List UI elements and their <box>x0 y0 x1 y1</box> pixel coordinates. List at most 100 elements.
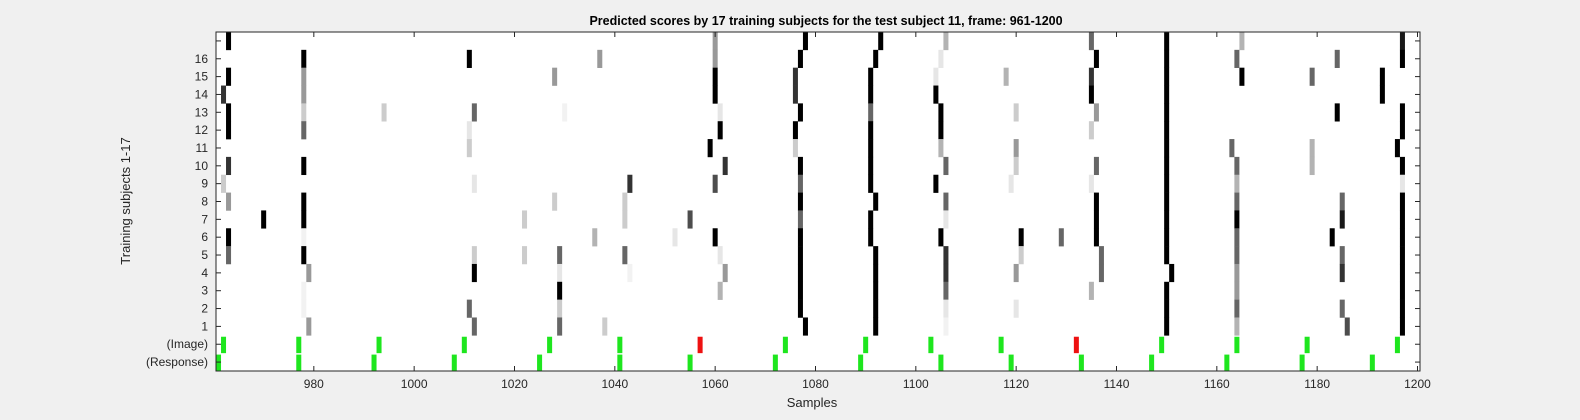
y-tick-label: 14 <box>195 87 209 101</box>
score-cell <box>707 139 713 158</box>
image-marker-correct <box>1234 336 1240 354</box>
score-cell <box>1164 299 1170 318</box>
x-tick-label: 1080 <box>802 377 829 391</box>
score-cell <box>1399 156 1405 176</box>
y-tick-label: (Image) <box>167 337 208 351</box>
x-tick-label: 1040 <box>601 377 628 391</box>
score-cell <box>301 281 307 300</box>
score-cell <box>1088 85 1094 104</box>
score-cell <box>1013 139 1019 158</box>
score-cell <box>933 85 939 104</box>
score-cell <box>1164 192 1170 211</box>
score-cell <box>301 85 307 104</box>
y-tick-label: 13 <box>195 105 209 119</box>
score-cell <box>306 263 312 283</box>
score-cell <box>1093 49 1099 68</box>
image-marker-correct <box>461 336 467 354</box>
response-marker <box>1224 354 1230 371</box>
score-cell <box>797 156 803 176</box>
response-marker <box>1369 354 1375 371</box>
score-cell <box>466 139 472 158</box>
score-cell <box>1164 228 1170 247</box>
x-axis-label: Samples <box>787 395 838 410</box>
score-cell <box>943 299 949 318</box>
response-marker <box>216 354 222 371</box>
score-cell <box>878 32 884 51</box>
image-marker-incorrect <box>1073 336 1079 354</box>
response-marker <box>537 354 543 371</box>
score-cell <box>797 299 803 318</box>
score-cell <box>1234 49 1240 68</box>
score-cell <box>1164 49 1170 68</box>
y-tick-label: 4 <box>201 266 208 280</box>
score-cell <box>1093 156 1099 176</box>
score-cell <box>792 121 798 140</box>
score-cell <box>471 263 477 283</box>
score-cell <box>802 317 808 336</box>
y-tick-label: 5 <box>201 248 208 262</box>
score-cell <box>1098 246 1104 265</box>
response-marker <box>1008 354 1014 371</box>
response-marker <box>371 354 377 371</box>
score-cell <box>1399 32 1405 51</box>
x-axis-ticks: 980 1000 1020 1040 1060 1080 1100 1120 1140 1160 1… <box>304 32 1431 391</box>
image-marker-correct <box>221 336 227 354</box>
score-cell <box>226 246 232 265</box>
score-cell <box>797 49 803 68</box>
score-cell <box>938 49 944 68</box>
score-cell <box>226 192 232 211</box>
score-cell <box>1399 317 1405 336</box>
y-tick-label: 16 <box>195 52 209 66</box>
score-cell <box>712 228 718 247</box>
score-cell <box>301 228 307 247</box>
response-marker <box>938 354 944 371</box>
score-cell <box>943 263 949 283</box>
score-cell <box>1339 246 1345 265</box>
score-cell <box>1008 174 1014 193</box>
score-cell <box>466 121 472 140</box>
score-cell <box>1334 103 1340 122</box>
score-cell <box>1399 228 1405 247</box>
score-cell <box>873 281 879 300</box>
y-tick-label: 3 <box>201 284 208 298</box>
score-cell <box>717 103 723 122</box>
score-cell <box>1093 192 1099 211</box>
score-cell <box>1309 156 1315 176</box>
score-cell <box>301 67 307 86</box>
score-cell <box>1399 281 1405 300</box>
response-marker <box>296 354 302 371</box>
y-tick-label: (Response) <box>146 355 208 369</box>
score-cell <box>943 317 949 336</box>
score-cell <box>1339 210 1345 229</box>
score-cell <box>557 281 563 300</box>
y-axis-label: Training subjects 1-17 <box>118 137 133 264</box>
score-cell <box>301 192 307 211</box>
score-cell <box>1399 299 1405 318</box>
image-marker-correct <box>1394 336 1400 354</box>
score-cell <box>1098 263 1104 283</box>
score-cell <box>1164 103 1170 122</box>
score-cell <box>381 103 387 122</box>
response-marker <box>1149 354 1155 371</box>
score-cell <box>1399 263 1405 283</box>
score-cells <box>221 32 1405 336</box>
score-cell <box>797 103 803 122</box>
response-marker <box>1078 354 1084 371</box>
score-cell <box>943 32 949 51</box>
score-cell <box>672 228 678 247</box>
score-cell <box>562 103 568 122</box>
score-cell <box>1164 121 1170 140</box>
x-tick-label: 1120 <box>1003 377 1029 391</box>
score-cell <box>226 156 232 176</box>
score-cell <box>868 121 874 140</box>
score-cell <box>471 103 477 122</box>
score-cell <box>1339 263 1345 283</box>
score-cell <box>221 174 227 193</box>
image-marker-correct <box>376 336 382 354</box>
score-cell <box>1013 299 1019 318</box>
score-cell <box>943 156 949 176</box>
score-cell <box>471 246 477 265</box>
score-cell <box>712 85 718 104</box>
image-marker-correct <box>782 336 788 354</box>
